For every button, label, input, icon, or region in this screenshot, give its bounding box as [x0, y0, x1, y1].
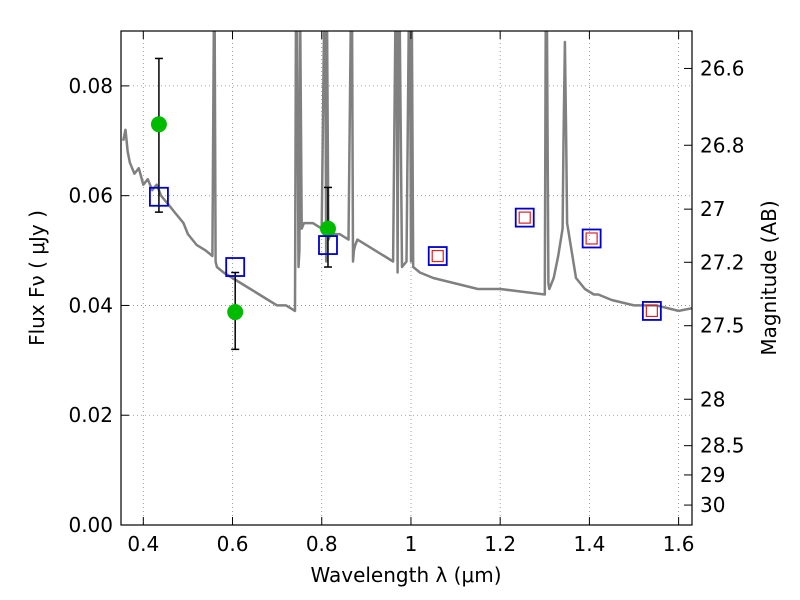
y-tick-label: 0.06: [68, 184, 113, 208]
model-photometry-box: [318, 235, 338, 255]
y-axis-title: Flux Fν ( μJy ): [25, 210, 49, 346]
y2-tick-label: 30: [700, 493, 725, 517]
x-tick-label: 0.8: [306, 532, 338, 556]
model-sed-layer: [121, 31, 692, 313]
x-axis-title: Wavelength λ (μm): [310, 563, 501, 587]
y2-tick-label: 26.6: [700, 56, 745, 80]
y-tick-label: 0.08: [68, 74, 113, 98]
observed-point: [150, 116, 167, 133]
x-tick-label: 0.6: [217, 532, 249, 556]
y-tick-label: 0.04: [68, 293, 113, 317]
predicted-photometry-box: [431, 249, 444, 263]
plot-area: [121, 31, 692, 351]
y-tick-label: 0.00: [68, 513, 113, 537]
model-photometry-layer: [149, 186, 662, 321]
x-axis-ticks: 0.4 0.6 0.8 1 1.2 1.4 1.6: [127, 31, 695, 556]
y-tick-label: 0.02: [68, 403, 113, 427]
y2-tick-label: 28: [700, 387, 725, 411]
x-tick-label: 1.4: [573, 532, 605, 556]
model-photometry-box: [225, 257, 246, 277]
model-photometry-box: [514, 207, 535, 228]
y2-tick-label: 28.5: [700, 434, 745, 458]
model-photometry-box: [427, 246, 448, 266]
observed-point: [227, 304, 244, 321]
y2-tick-label: 29: [700, 463, 725, 487]
model-photometry-box: [581, 228, 602, 249]
predicted-photometry-box: [645, 304, 658, 318]
y2-axis-title: Magnitude (AB): [757, 200, 781, 355]
model-photometry-box: [641, 301, 662, 321]
x-tick-label: 1: [405, 532, 418, 556]
x-tick-label: 0.4: [127, 532, 159, 556]
x-tick-label: 1.2: [484, 532, 516, 556]
y2-axis-ticks: 26.6 26.8 27 27.2 27.5 28 28.5 29 30: [684, 56, 745, 517]
observed-point: [319, 220, 336, 237]
model-sed-line: [121, 31, 692, 313]
y2-tick-label: 26.8: [700, 133, 745, 157]
model-photometry-box: [149, 186, 169, 207]
observed-points-layer: [150, 116, 336, 321]
predicted-photometry-box: [585, 232, 598, 245]
y2-tick-label: 27.2: [700, 250, 745, 274]
predicted-photometry-box: [518, 211, 531, 224]
plot-frame: [120, 30, 693, 526]
y-axis-ticks: 0.00 0.02 0.04 0.06 0.08: [68, 74, 129, 537]
y2-tick-label: 27.5: [700, 314, 745, 338]
x-tick-label: 1.6: [663, 532, 695, 556]
y2-tick-label: 27: [700, 197, 725, 221]
